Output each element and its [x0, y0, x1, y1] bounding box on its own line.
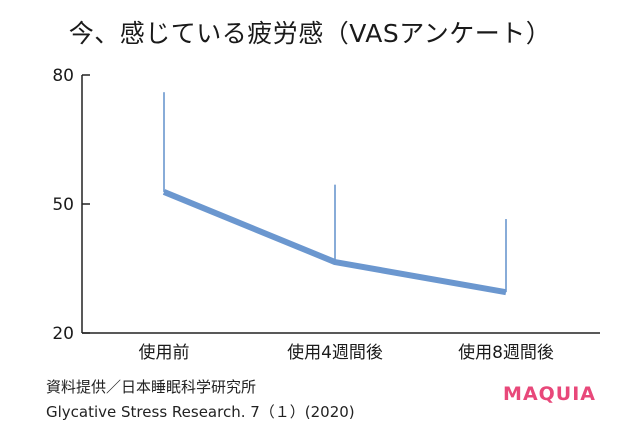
- source-credit: 資料提供／日本睡眠科学研究所: [46, 378, 257, 396]
- x-tick-label: 使用8週間後: [458, 342, 554, 363]
- series-line: [162, 189, 507, 296]
- data-series: [162, 189, 507, 296]
- source-citation: Glycative Stress Research. 7（１）(2020): [46, 403, 355, 421]
- chart-axes: [81, 75, 600, 334]
- y-tick-labels: 80 50 20: [52, 66, 90, 344]
- brand-logo: MAQUIA: [503, 383, 596, 405]
- x-tick-label: 使用前: [139, 342, 190, 363]
- chart-title: 今、感じている疲労感（VASアンケート）: [68, 19, 552, 48]
- error-bars: [163, 92, 507, 293]
- y-tick-label: 20: [52, 324, 74, 344]
- y-tick-label: 80: [52, 66, 74, 86]
- x-tick-label: 使用4週間後: [287, 342, 383, 363]
- x-tick-labels: 使用前 使用4週間後 使用8週間後: [139, 342, 554, 363]
- y-tick-label: 50: [52, 195, 74, 215]
